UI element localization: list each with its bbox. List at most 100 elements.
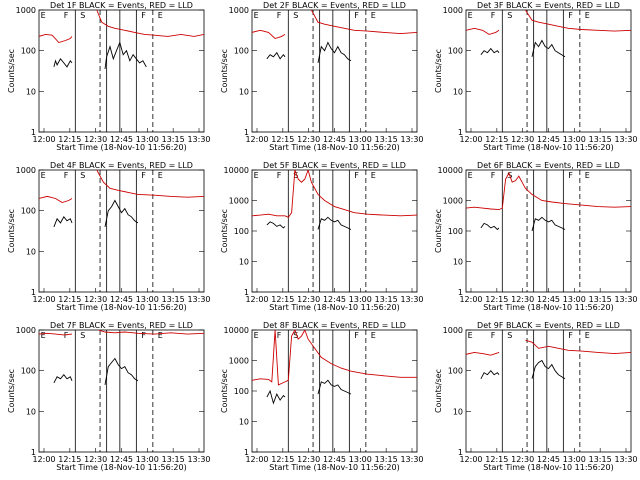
x-tick-label: 12:30 <box>84 455 107 464</box>
interval-marker: F <box>491 11 496 20</box>
x-tick-label: 13:15 <box>375 295 398 304</box>
plot-frame <box>38 169 205 293</box>
interval-marker: S <box>507 11 512 20</box>
interval-marker: S <box>293 171 298 180</box>
y-tick-label: 1000 <box>16 326 36 335</box>
y-tick-label: 10 <box>239 418 249 427</box>
x-tick-label: 12:00 <box>32 455 55 464</box>
interval-marker: E <box>371 11 376 20</box>
series-events-line <box>266 221 286 229</box>
y-tick-label: 10000 <box>438 166 463 175</box>
interval-marker: E <box>158 331 163 340</box>
x-tick-label: 13:15 <box>162 455 185 464</box>
y-axis-label: Counts/sec <box>7 49 16 93</box>
panel-4: Det 4F BLACK = Events, RED = LLD 1 10 100 10… <box>7 161 211 312</box>
x-tick-label: 13:00 <box>563 135 586 144</box>
x-tick-label: 13:30 <box>400 455 423 464</box>
x-tick-label: 13:30 <box>187 295 210 304</box>
x-tick-label: 12:15 <box>485 455 508 464</box>
y-axis-label: Counts/sec <box>434 369 443 413</box>
interval-marker: F <box>141 331 146 340</box>
x-tick-label: 13:15 <box>162 295 185 304</box>
x-tick-label: 12:00 <box>32 295 55 304</box>
plot-frame <box>38 9 205 133</box>
y-tick-label: 10 <box>26 407 36 416</box>
x-tick-label: 12:45 <box>537 455 560 464</box>
plot-frame <box>465 329 632 453</box>
panel-title: Det 1F BLACK = Events, RED = LLD <box>50 1 193 10</box>
interval-marker: S <box>80 331 85 340</box>
x-tick-label: 12:30 <box>511 455 534 464</box>
x-tick-label: 13:00 <box>136 295 159 304</box>
x-tick-label: 13:00 <box>136 455 159 464</box>
interval-marker: F <box>64 171 69 180</box>
series-lld-line <box>39 195 73 203</box>
interval-marker: F <box>277 171 282 180</box>
series-events-line <box>531 216 566 232</box>
x-tick-label: 12:30 <box>511 135 534 144</box>
series-lld-line <box>525 339 631 355</box>
panel-5: Det 5F BLACK = Events, RED = LLD 1 10 100 10… <box>220 161 424 312</box>
series-events-line <box>53 373 73 384</box>
series-lld-line <box>525 10 631 32</box>
x-tick-label: 12:15 <box>271 295 294 304</box>
interval-marker: S <box>293 331 298 340</box>
x-tick-label: 13:30 <box>614 135 637 144</box>
series-lld-line <box>466 172 631 211</box>
y-tick-label: 1 <box>244 448 249 457</box>
y-axis-label: Counts/sec <box>434 209 443 253</box>
series-events-line <box>480 47 500 55</box>
panel-8: Det 8F BLACK = Events, RED = LLD 1 10 100 10… <box>220 321 424 472</box>
interval-marker: E <box>371 171 376 180</box>
panel-6: Det 6F BLACK = Events, RED = LLD 1 10 100 10… <box>434 161 638 312</box>
x-axis-label: Start Time (18-Nov-10 11:56:20) <box>269 143 399 152</box>
interval-marker: F <box>277 11 282 20</box>
x-tick-label: 13:00 <box>563 295 586 304</box>
y-tick-label: 1000 <box>16 6 36 15</box>
panel-7: Det 7F BLACK = Events, RED = LLD 1 10 100 10… <box>7 321 211 472</box>
x-tick-label: 13:30 <box>187 455 210 464</box>
y-tick-label: 10 <box>453 87 463 96</box>
interval-marker: F <box>64 331 69 340</box>
interval-marker: E <box>371 331 376 340</box>
x-tick-label: 12:45 <box>110 455 133 464</box>
series-events-line <box>266 389 286 405</box>
x-tick-label: 13:00 <box>563 455 586 464</box>
x-tick-label: 12:15 <box>485 295 508 304</box>
y-tick-label: 100 <box>21 207 36 216</box>
series-lld-line <box>96 170 204 198</box>
interval-marker: F <box>141 171 146 180</box>
x-tick-label: 13:30 <box>614 295 637 304</box>
x-axis-label: Start Time (18-Nov-10 11:56:20) <box>56 463 186 472</box>
x-tick-label: 12:00 <box>32 135 55 144</box>
x-tick-label: 12:45 <box>537 295 560 304</box>
y-tick-label: 1000 <box>443 197 463 206</box>
panel-title: Det 8F BLACK = Events, RED = LLD <box>263 321 406 330</box>
y-axis-label: Counts/sec <box>434 49 443 93</box>
x-tick-label: 12:15 <box>58 455 81 464</box>
panel-title: Det 7F BLACK = Events, RED = LLD <box>50 321 193 330</box>
x-tick-label: 13:15 <box>589 135 612 144</box>
y-tick-label: 100 <box>448 227 463 236</box>
series-events-line <box>53 215 73 228</box>
interval-marker: E <box>585 171 590 180</box>
interval-marker: F <box>277 331 282 340</box>
series-lld-line <box>311 10 417 35</box>
y-axis-label: Counts/sec <box>7 209 16 253</box>
panel-9: Det 9F BLACK = Events, RED = LLD 1 10 100 10… <box>434 321 638 472</box>
x-tick-label: 12:45 <box>323 455 346 464</box>
x-tick-label: 12:15 <box>271 455 294 464</box>
x-tick-label: 13:15 <box>589 455 612 464</box>
x-tick-label: 12:00 <box>459 135 482 144</box>
interval-marker: E <box>41 171 46 180</box>
y-tick-label: 10000 <box>224 166 249 175</box>
x-axis-label: Start Time (18-Nov-10 11:56:20) <box>56 143 186 152</box>
series-events-line <box>104 199 139 227</box>
x-tick-label: 12:15 <box>271 135 294 144</box>
x-tick-label: 13:30 <box>400 135 423 144</box>
y-tick-label: 10 <box>239 258 249 267</box>
interval-marker: E <box>468 331 473 340</box>
series-events-line <box>531 39 566 58</box>
x-tick-label: 13:30 <box>614 455 637 464</box>
y-tick-label: 1 <box>458 288 463 297</box>
